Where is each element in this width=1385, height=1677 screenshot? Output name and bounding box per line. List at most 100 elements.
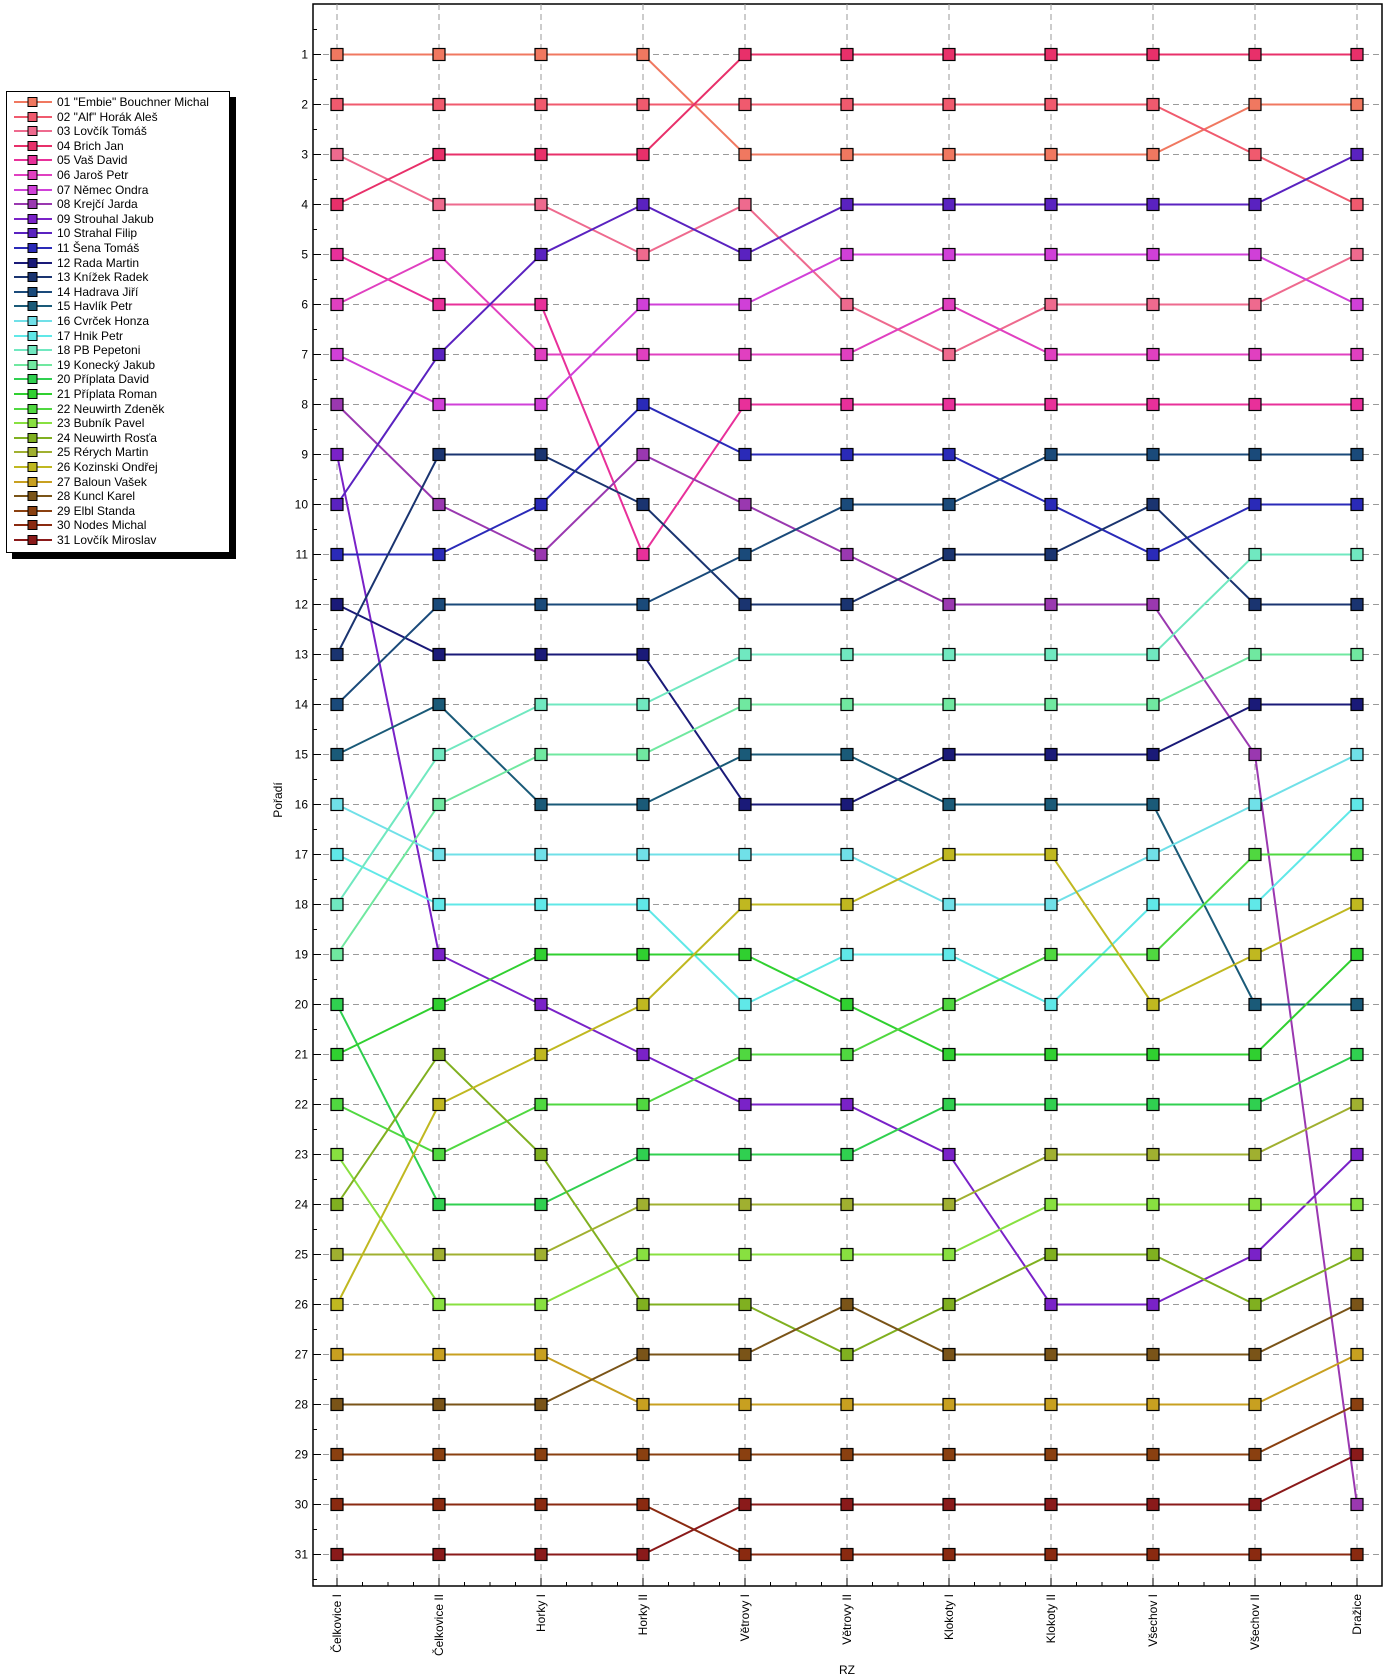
data-point [942,447,956,462]
series-3 [330,147,1364,362]
series-19 [330,647,1364,962]
data-point [738,197,752,212]
legend-label: 04 Brich Jan [57,138,124,153]
data-point [1146,1447,1160,1462]
data-point [636,497,650,512]
data-point [840,97,854,112]
data-point [738,997,752,1012]
y-tick-label: 24 [295,1198,309,1212]
data-point [1146,47,1160,62]
x-tick-label: Horky I [534,1594,548,1632]
data-point [738,1497,752,1512]
data-point [330,1347,344,1362]
series-20 [330,997,1364,1212]
data-point [1146,1397,1160,1412]
data-point [636,1347,650,1362]
data-point [840,1447,854,1462]
data-point [330,597,344,612]
data-point [534,547,548,562]
data-point [738,1097,752,1112]
data-point [534,1047,548,1062]
legend-item: 04 Brich Jan [7,139,229,154]
data-point [738,797,752,812]
legend-swatch [14,286,52,297]
data-point [738,847,752,862]
legend-swatch [14,432,52,443]
data-point [1044,597,1058,612]
data-point [534,1097,548,1112]
legend-label: 25 Rérych Martin [57,445,149,460]
data-point [432,747,446,762]
data-point [1350,1147,1364,1162]
series-24 [330,1047,1364,1362]
data-point [1044,747,1058,762]
data-point [1146,147,1160,162]
data-point [636,597,650,612]
data-point [1248,1397,1262,1412]
data-point [534,847,548,862]
legend-swatch [14,359,52,370]
data-point [1044,247,1058,262]
legend-swatch [14,170,52,180]
data-point [942,1497,956,1512]
data-point [1350,997,1364,1012]
data-point [534,747,548,762]
data-point [1146,1047,1160,1062]
series-9 [330,447,1364,1312]
legend-item: 03 Lovčík Tomáš [7,124,229,139]
data-point [1146,747,1160,762]
y-tick-label: 18 [295,898,309,912]
data-point [432,997,446,1012]
data-point [432,147,446,162]
data-point [1248,147,1262,162]
data-point [534,1497,548,1512]
data-point [1350,1247,1364,1262]
data-point [1248,997,1262,1012]
data-point [1146,697,1160,712]
data-point [840,1347,854,1362]
data-point [840,647,854,662]
data-point [942,1097,956,1112]
data-point [942,197,956,212]
legend-label: 16 Cvrček Honza [57,314,150,328]
data-point [1248,747,1262,762]
data-point [1350,1397,1364,1412]
legend-swatch [14,520,52,531]
data-point [738,597,752,612]
data-point [636,897,650,912]
data-point [942,347,956,362]
data-point [432,1497,446,1512]
data-point [1248,497,1262,512]
data-point [1146,497,1160,512]
legend-label: 08 Krejčí Jarda [57,197,138,212]
data-point [534,1247,548,1262]
data-point [1248,247,1262,262]
legend-label: 22 Neuwirth Zdeněk [57,401,165,416]
data-point [1248,947,1262,962]
x-tick-label: Horky II [636,1594,650,1635]
series-8 [330,397,1364,1512]
series-layer [330,47,1364,1562]
data-point [840,797,854,812]
data-point [1044,847,1058,862]
legend-label: 27 Baloun Vašek [57,474,147,489]
legend: 01 "Embie" Bouchner Michal 02 "Alf" Horák… [6,91,230,553]
data-point [330,1247,344,1262]
data-point [534,1397,548,1412]
data-point [1350,1047,1364,1062]
y-tick-label: 21 [295,1048,309,1062]
data-point [330,47,344,62]
data-point [1146,647,1160,662]
data-point [1146,1297,1160,1312]
legend-label: 05 Vaš David [57,153,128,168]
legend-item: 31 Lovčík Miroslav [7,533,229,548]
legend-swatch [14,155,52,166]
series-14 [330,447,1364,712]
data-point [636,1097,650,1112]
legend-item: 19 Konecký Jakub [7,358,229,373]
data-point [738,1547,752,1562]
legend-swatch [14,272,52,283]
data-point [432,697,446,712]
data-point [432,597,446,612]
data-point [840,697,854,712]
